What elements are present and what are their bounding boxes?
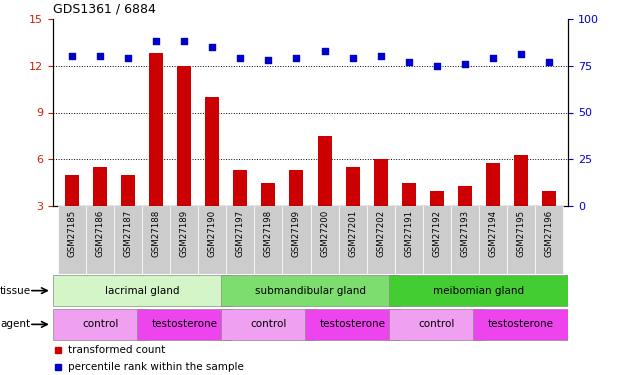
Bar [65, 175, 79, 253]
Point [404, 59, 414, 65]
Text: GSM27189: GSM27189 [180, 210, 189, 257]
Bar [122, 175, 135, 253]
Point [460, 61, 469, 67]
Bar [53, 275, 232, 306]
Point [487, 55, 497, 61]
Bar [305, 309, 400, 340]
Text: agent: agent [0, 320, 30, 329]
Bar [338, 206, 366, 274]
Bar [366, 206, 394, 274]
Bar [170, 206, 199, 274]
Bar [507, 206, 535, 274]
Bar [261, 183, 276, 253]
Bar [422, 206, 451, 274]
Text: testosterone: testosterone [320, 320, 386, 329]
Bar [451, 206, 479, 274]
Text: control: control [419, 320, 455, 329]
Text: GSM27200: GSM27200 [320, 210, 329, 257]
Bar [255, 206, 283, 274]
Point [68, 53, 78, 59]
Bar [317, 136, 332, 253]
Point [263, 57, 273, 63]
Text: GSM27199: GSM27199 [292, 210, 301, 256]
Bar [402, 183, 415, 253]
Bar [473, 309, 568, 340]
Text: lacrimal gland: lacrimal gland [105, 286, 179, 296]
Bar [514, 154, 528, 253]
Bar [345, 167, 360, 253]
Bar [227, 206, 255, 274]
Bar [289, 170, 304, 253]
Text: GSM27186: GSM27186 [96, 210, 105, 257]
Bar [389, 275, 568, 306]
Bar [373, 159, 388, 253]
Text: control: control [250, 320, 287, 329]
Point [515, 51, 525, 57]
Text: GSM27197: GSM27197 [236, 210, 245, 257]
Bar [486, 162, 499, 253]
Bar [310, 206, 338, 274]
Point [235, 55, 245, 61]
Point [348, 55, 358, 61]
Text: meibomian gland: meibomian gland [433, 286, 524, 296]
Bar [150, 53, 163, 253]
Text: tissue: tissue [0, 286, 31, 296]
Text: GSM27194: GSM27194 [488, 210, 497, 257]
Text: GSM27201: GSM27201 [348, 210, 357, 257]
Text: GSM27202: GSM27202 [376, 210, 385, 257]
Point [320, 48, 330, 54]
Text: GSM27195: GSM27195 [516, 210, 525, 257]
Bar [199, 206, 227, 274]
Point [291, 55, 301, 61]
Point [376, 53, 386, 59]
Point [179, 38, 189, 44]
Text: GSM27198: GSM27198 [264, 210, 273, 257]
Point [124, 55, 134, 61]
Text: testosterone: testosterone [152, 320, 217, 329]
Point [152, 38, 161, 44]
Point [96, 53, 106, 59]
Point [207, 44, 217, 50]
Bar [389, 309, 484, 340]
Text: GSM27192: GSM27192 [432, 210, 441, 257]
Text: control: control [82, 320, 119, 329]
Bar [114, 206, 142, 274]
Bar [221, 275, 400, 306]
Text: GSM27190: GSM27190 [208, 210, 217, 257]
Text: percentile rank within the sample: percentile rank within the sample [68, 362, 244, 372]
Text: GSM27187: GSM27187 [124, 210, 133, 257]
Bar [86, 206, 114, 274]
Text: GSM27196: GSM27196 [544, 210, 553, 257]
Point [432, 63, 442, 69]
Text: GSM27191: GSM27191 [404, 210, 413, 257]
Bar [221, 309, 316, 340]
Text: GSM27188: GSM27188 [152, 210, 161, 257]
Bar [206, 97, 219, 253]
Bar [93, 167, 107, 253]
Point [543, 59, 553, 65]
Bar [430, 190, 443, 253]
Bar [283, 206, 310, 274]
Bar [479, 206, 507, 274]
Bar [233, 170, 248, 253]
Bar [458, 186, 471, 253]
Bar [394, 206, 422, 274]
Bar [542, 190, 556, 253]
Text: submandibular gland: submandibular gland [255, 286, 366, 296]
Bar [178, 66, 191, 253]
Bar [53, 309, 148, 340]
Text: testosterone: testosterone [487, 320, 553, 329]
Bar [535, 206, 563, 274]
Bar [58, 206, 86, 274]
Text: transformed count: transformed count [68, 345, 166, 355]
Bar [137, 309, 232, 340]
Text: GSM27193: GSM27193 [460, 210, 469, 257]
Text: GSM27185: GSM27185 [68, 210, 77, 257]
Bar [142, 206, 170, 274]
Text: GDS1361 / 6884: GDS1361 / 6884 [53, 2, 156, 15]
